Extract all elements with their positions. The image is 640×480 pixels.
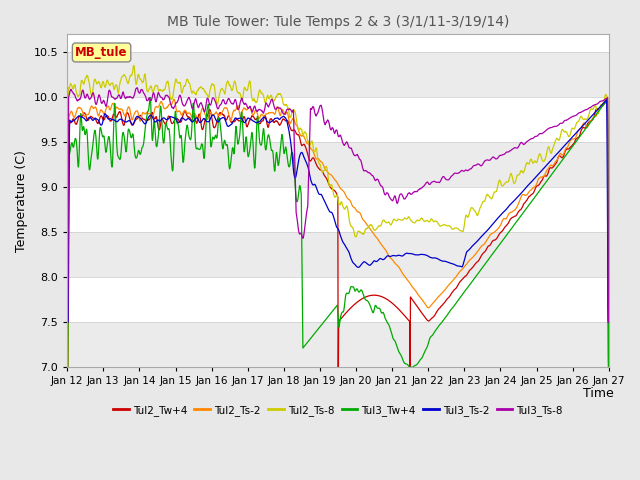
Legend: Tul2_Tw+4, Tul2_Ts-2, Tul2_Ts-8, Tul3_Tw+4, Tul3_Ts-2, Tul3_Ts-8: Tul2_Tw+4, Tul2_Ts-2, Tul2_Ts-8, Tul3_Tw… bbox=[109, 401, 567, 420]
Text: MB_tule: MB_tule bbox=[76, 46, 128, 59]
X-axis label: Time: Time bbox=[584, 387, 614, 400]
Bar bbox=[67, 142, 609, 187]
Bar bbox=[67, 52, 609, 97]
Title: MB Tule Tower: Tule Temps 2 & 3 (3/1/11-3/19/14): MB Tule Tower: Tule Temps 2 & 3 (3/1/11-… bbox=[167, 15, 509, 29]
Bar bbox=[67, 232, 609, 277]
Bar bbox=[67, 322, 609, 367]
Y-axis label: Temperature (C): Temperature (C) bbox=[15, 150, 28, 252]
